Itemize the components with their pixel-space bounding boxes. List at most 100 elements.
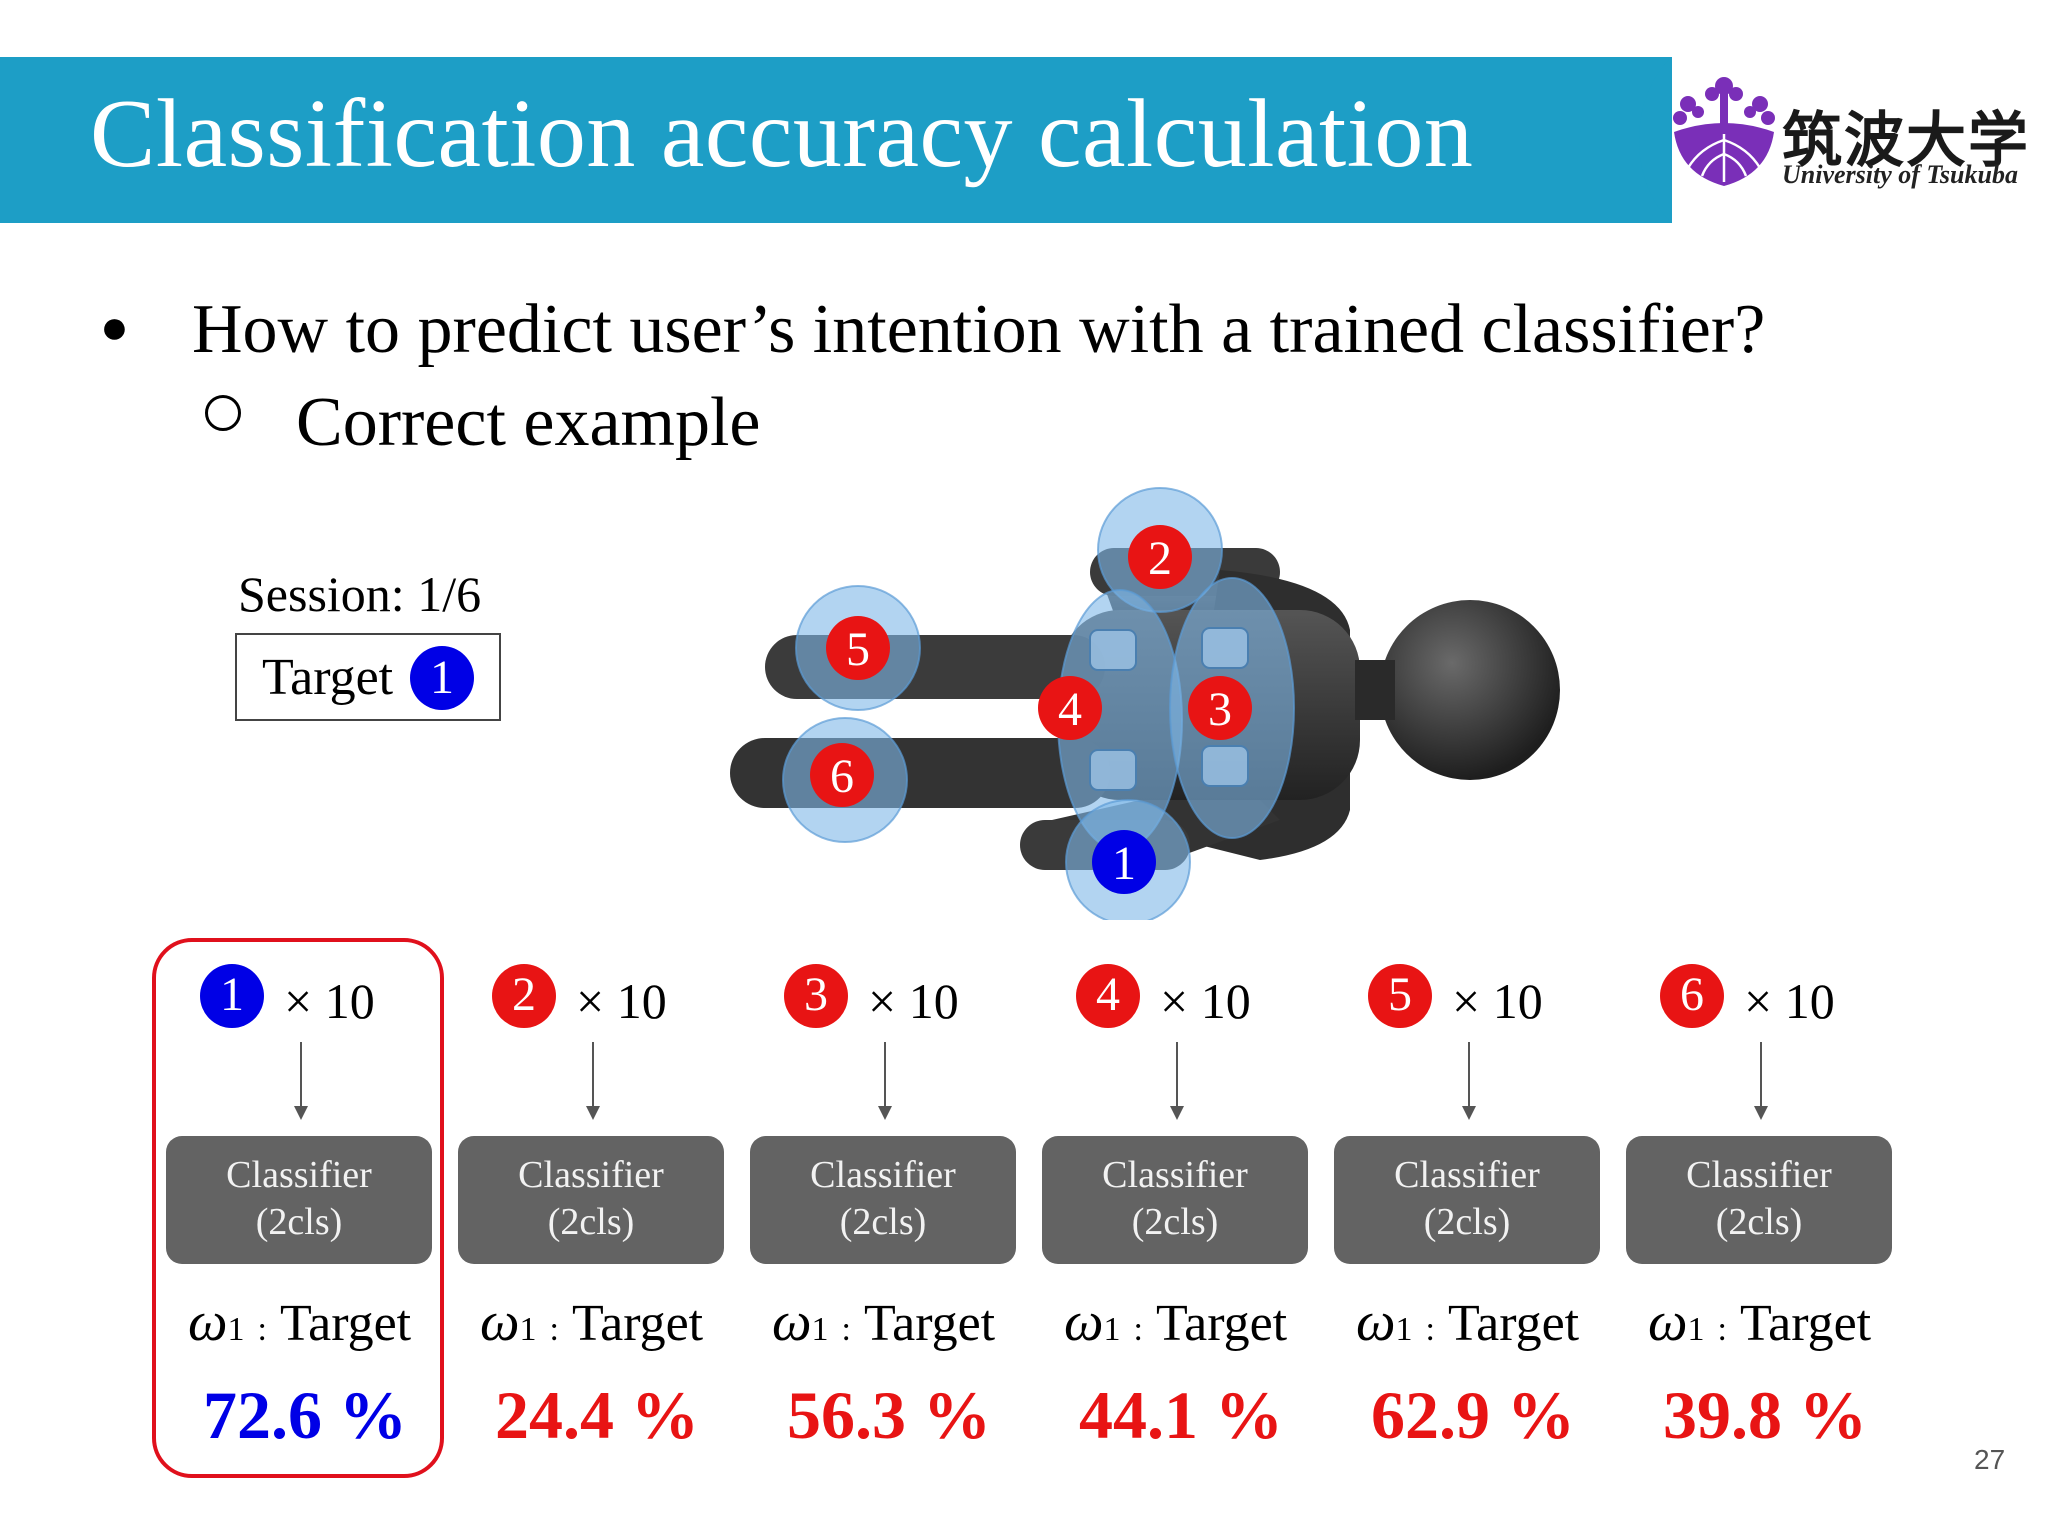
omega-symbol: ω	[1648, 1291, 1688, 1353]
bullet-main: How to predict user’s intention with a t…	[192, 291, 1766, 368]
column-count-label: × 10	[576, 973, 667, 1029]
accuracy-value: 39.8 %	[1663, 1377, 1867, 1453]
classifier-type: (2cls)	[1423, 1201, 1511, 1243]
mannequin-figure: 2 5 6 4 3 1	[730, 487, 1560, 920]
omega-target-text: Target	[280, 1295, 412, 1352]
omega-colon: :	[549, 1311, 559, 1348]
university-logo	[1660, 60, 2020, 220]
column-number-badge: 4	[1076, 964, 1140, 1028]
arrowhead-icon	[1170, 1106, 1184, 1120]
omega-subscript: 1	[811, 1311, 829, 1348]
target-number-badge: 1	[410, 646, 474, 710]
omega-subscript: 1	[1395, 1311, 1413, 1348]
omega-target-text: Target	[572, 1295, 704, 1352]
column-count-label: × 10	[868, 973, 959, 1029]
down-arrow-icon	[1468, 1042, 1470, 1108]
classifier-box: Classifier (2cls)	[166, 1136, 432, 1264]
column-count-label: × 10	[284, 973, 375, 1029]
down-arrow-icon	[884, 1042, 886, 1108]
marker-4: 4	[1038, 676, 1102, 740]
omega-subscript: 1	[519, 1311, 537, 1348]
svg-text:6: 6	[830, 750, 854, 803]
column-count-label: × 10	[1744, 973, 1835, 1029]
omega-subscript: 1	[1103, 1311, 1121, 1348]
marker-5: 5	[826, 616, 890, 680]
accuracy-value: 24.4 %	[495, 1377, 699, 1453]
title-bar	[0, 57, 1672, 223]
omega-symbol: ω	[480, 1291, 520, 1353]
classifier-type: (2cls)	[255, 1201, 343, 1243]
omega-target-text: Target	[1448, 1295, 1580, 1352]
omega-colon: :	[1425, 1311, 1435, 1348]
accuracy-value: 72.6 %	[203, 1377, 407, 1453]
column-number-badge: 2	[492, 964, 556, 1028]
page-number: 27	[1974, 1444, 2006, 1475]
column-number-badge: 3	[784, 964, 848, 1028]
omega-colon: :	[1133, 1311, 1143, 1348]
session-label: Session: 1/6	[238, 566, 482, 622]
omega-colon: :	[257, 1311, 267, 1348]
omega-target-text: Target	[1156, 1295, 1288, 1352]
down-arrow-icon	[1760, 1042, 1762, 1108]
svg-text:1: 1	[1112, 837, 1136, 890]
arrowhead-icon	[1754, 1106, 1768, 1120]
accuracy-value: 44.1 %	[1079, 1377, 1283, 1453]
omega-target-label: ω1 : Target	[480, 1290, 703, 1354]
accuracy-value: 56.3 %	[787, 1377, 991, 1453]
omega-colon: :	[841, 1311, 851, 1348]
paulownia-crest-icon	[1673, 77, 1775, 186]
classifier-label: Classifier	[1102, 1154, 1248, 1196]
classifier-box: Classifier (2cls)	[750, 1136, 1016, 1264]
marker-3: 3	[1188, 676, 1252, 740]
svg-text:3: 3	[1208, 683, 1232, 736]
down-arrow-icon	[300, 1042, 302, 1108]
sub-bullet-circle-icon	[205, 395, 241, 431]
bullet-sub: Correct example	[296, 384, 761, 461]
arrowhead-icon	[294, 1106, 308, 1120]
classifier-type: (2cls)	[839, 1201, 927, 1243]
column-count-label: × 10	[1160, 973, 1251, 1029]
omega-symbol: ω	[772, 1291, 812, 1353]
omega-symbol: ω	[188, 1291, 228, 1353]
bullet-dot-icon: ●	[100, 301, 129, 354]
classifier-box: Classifier (2cls)	[458, 1136, 724, 1264]
classifier-label: Classifier	[1686, 1154, 1832, 1196]
target-box	[235, 633, 501, 721]
omega-target-label: ω1 : Target	[1356, 1290, 1579, 1354]
correct-highlight-box	[152, 938, 444, 1478]
title-bar-curve	[1610, 57, 1672, 223]
marker-6: 6	[810, 743, 874, 807]
arrowhead-icon	[878, 1106, 892, 1120]
arrowhead-icon	[1462, 1106, 1476, 1120]
down-arrow-icon	[592, 1042, 594, 1108]
marker-1: 1	[1092, 830, 1156, 894]
omega-target-text: Target	[1740, 1295, 1872, 1352]
down-arrow-icon	[1176, 1042, 1178, 1108]
classifier-type: (2cls)	[547, 1201, 635, 1243]
classifier-label: Classifier	[1394, 1154, 1540, 1196]
classifier-label: Classifier	[810, 1154, 956, 1196]
logo-english-text: University of Tsukuba	[1782, 160, 2018, 189]
classifier-type: (2cls)	[1131, 1201, 1219, 1243]
omega-target-label: ω1 : Target	[772, 1290, 995, 1354]
column-number-badge: 5	[1368, 964, 1432, 1028]
marker-2: 2	[1128, 525, 1192, 589]
svg-text:5: 5	[846, 623, 870, 676]
svg-text:4: 4	[1058, 683, 1082, 736]
slide-title: Classification accuracy calculation	[90, 80, 1474, 188]
accuracy-value: 62.9 %	[1371, 1377, 1575, 1453]
svg-text:2: 2	[1148, 532, 1172, 585]
omega-target-label: ω1 : Target	[188, 1290, 411, 1354]
arrowhead-icon	[586, 1106, 600, 1120]
column-number-badge: 6	[1660, 964, 1724, 1028]
omega-subscript: 1	[227, 1311, 245, 1348]
classifier-box: Classifier (2cls)	[1334, 1136, 1600, 1264]
classifier-box: Classifier (2cls)	[1042, 1136, 1308, 1264]
omega-colon: :	[1717, 1311, 1727, 1348]
target-label: Target	[262, 649, 394, 706]
omega-target-label: ω1 : Target	[1648, 1290, 1871, 1354]
omega-target-text: Target	[864, 1295, 996, 1352]
column-number-badge: 1	[200, 964, 264, 1028]
omega-target-label: ω1 : Target	[1064, 1290, 1287, 1354]
column-count-label: × 10	[1452, 973, 1543, 1029]
